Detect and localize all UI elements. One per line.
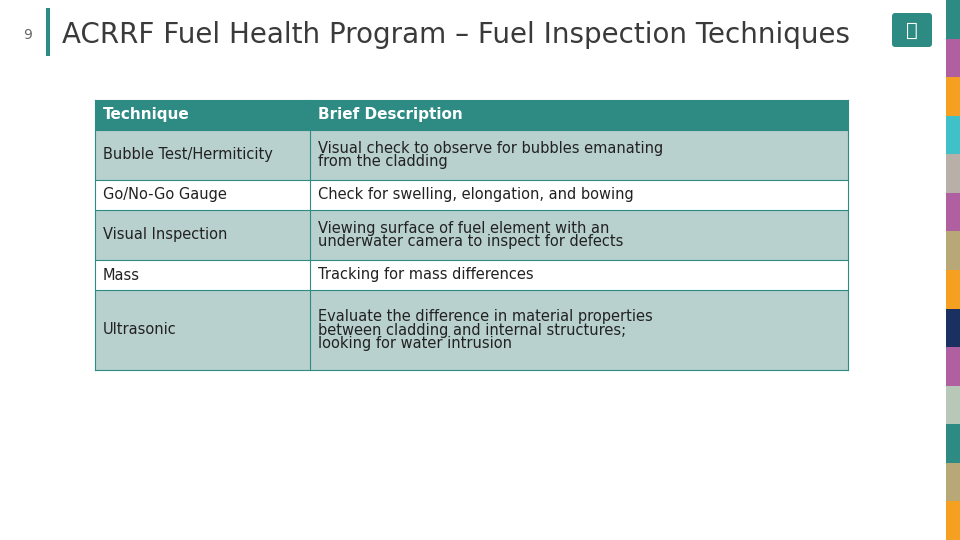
- Bar: [95, 290, 848, 370]
- Bar: [946, 232, 960, 270]
- Bar: [95, 130, 848, 180]
- Bar: [946, 38, 960, 77]
- Text: Ultrasonic: Ultrasonic: [103, 322, 177, 338]
- Text: underwater camera to inspect for defects: underwater camera to inspect for defects: [318, 234, 623, 249]
- Bar: [946, 502, 960, 540]
- Bar: [946, 424, 960, 463]
- Text: Bubble Test/Hermiticity: Bubble Test/Hermiticity: [103, 147, 273, 163]
- Text: from the cladding: from the cladding: [318, 154, 447, 169]
- Text: Evaluate the difference in material properties: Evaluate the difference in material prop…: [318, 309, 653, 324]
- Bar: [95, 210, 848, 260]
- Bar: [95, 100, 848, 130]
- Text: 9: 9: [24, 28, 33, 42]
- Text: ⓘ: ⓘ: [906, 21, 918, 39]
- Bar: [946, 463, 960, 502]
- Bar: [946, 116, 960, 154]
- Bar: [46, 8, 50, 56]
- Bar: [946, 308, 960, 347]
- Bar: [946, 270, 960, 308]
- Bar: [946, 154, 960, 193]
- Text: Visual Inspection: Visual Inspection: [103, 227, 228, 242]
- Text: Tracking for mass differences: Tracking for mass differences: [318, 267, 534, 282]
- FancyBboxPatch shape: [892, 13, 932, 47]
- Text: between cladding and internal structures;: between cladding and internal structures…: [318, 322, 626, 338]
- Text: Viewing surface of fuel element with an: Viewing surface of fuel element with an: [318, 221, 610, 236]
- Bar: [946, 386, 960, 424]
- Bar: [946, 193, 960, 232]
- Text: Mass: Mass: [103, 267, 140, 282]
- Text: Check for swelling, elongation, and bowing: Check for swelling, elongation, and bowi…: [318, 187, 634, 202]
- Text: Visual check to observe for bubbles emanating: Visual check to observe for bubbles eman…: [318, 141, 663, 156]
- Bar: [946, 347, 960, 386]
- Bar: [95, 260, 848, 290]
- Bar: [95, 180, 848, 210]
- Bar: [946, 0, 960, 38]
- Bar: [946, 77, 960, 116]
- Text: looking for water intrusion: looking for water intrusion: [318, 336, 512, 351]
- Text: Brief Description: Brief Description: [318, 107, 463, 123]
- Text: Go/No-Go Gauge: Go/No-Go Gauge: [103, 187, 227, 202]
- Text: Technique: Technique: [103, 107, 190, 123]
- Text: ACRRF Fuel Health Program – Fuel Inspection Techniques: ACRRF Fuel Health Program – Fuel Inspect…: [62, 21, 850, 49]
